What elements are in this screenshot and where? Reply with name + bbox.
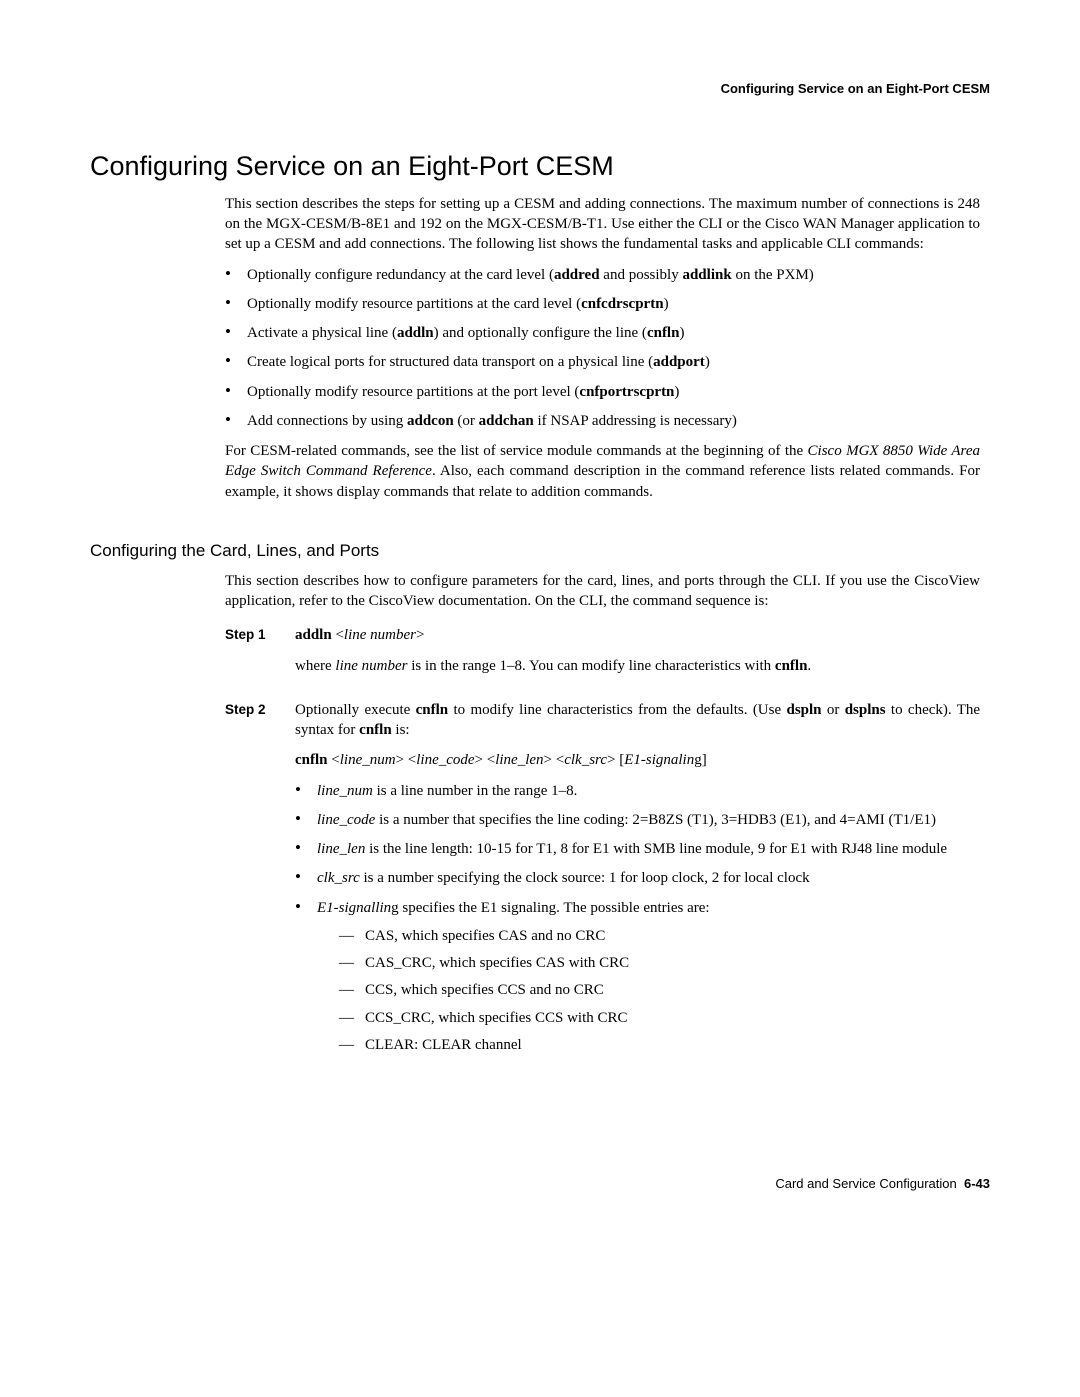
list-item: CAS, which specifies CAS and no CRC <box>339 926 980 946</box>
step-body: addln <line number> where line number is… <box>295 625 980 686</box>
page-footer: Card and Service Configuration 6-43 <box>90 1175 990 1193</box>
reference-paragraph: For CESM-related commands, see the list … <box>225 441 980 502</box>
intro-paragraph: This section describes the steps for set… <box>225 194 980 255</box>
param-list: line_num is a line number in the range 1… <box>295 781 980 1056</box>
list-item: CCS, which specifies CCS and no CRC <box>339 980 980 1000</box>
page-title: Configuring Service on an Eight-Port CES… <box>90 148 990 184</box>
list-item: Create logical ports for structured data… <box>225 352 980 372</box>
signaling-options: CAS, which specifies CAS and no CRC CAS_… <box>339 926 980 1055</box>
section-heading: Configuring the Card, Lines, and Ports <box>90 540 990 563</box>
list-item: line_code is a number that specifies the… <box>295 810 980 830</box>
list-item: clk_src is a number specifying the clock… <box>295 868 980 888</box>
list-item: Activate a physical line (addln) and opt… <box>225 323 980 343</box>
steps: Step 1 addln <line number> where line nu… <box>225 625 980 1065</box>
step-body: Optionally execute cnfln to modify line … <box>295 700 980 1065</box>
running-header: Configuring Service on an Eight-Port CES… <box>90 80 990 98</box>
list-item: Add connections by using addcon (or addc… <box>225 411 980 431</box>
list-item: CLEAR: CLEAR channel <box>339 1035 980 1055</box>
section-intro: This section describes how to configure … <box>225 571 980 612</box>
list-item: E1-signalling specifies the E1 signaling… <box>295 898 980 1056</box>
step-2: Step 2 Optionally execute cnfln to modif… <box>225 700 980 1065</box>
list-item: CAS_CRC, which specifies CAS with CRC <box>339 953 980 973</box>
list-item: line_num is a line number in the range 1… <box>295 781 980 801</box>
step-label: Step 2 <box>225 700 295 1065</box>
step-1: Step 1 addln <line number> where line nu… <box>225 625 980 686</box>
list-item: Optionally configure redundancy at the c… <box>225 265 980 285</box>
list-item: CCS_CRC, which specifies CCS with CRC <box>339 1008 980 1028</box>
list-item: line_len is the line length: 10-15 for T… <box>295 839 980 859</box>
list-item: Optionally modify resource partitions at… <box>225 382 980 402</box>
task-list: Optionally configure redundancy at the c… <box>225 265 980 432</box>
body-content: This section describes the steps for set… <box>225 194 980 502</box>
section-body: This section describes how to configure … <box>225 571 980 612</box>
step-label: Step 1 <box>225 625 295 686</box>
list-item: Optionally modify resource partitions at… <box>225 294 980 314</box>
